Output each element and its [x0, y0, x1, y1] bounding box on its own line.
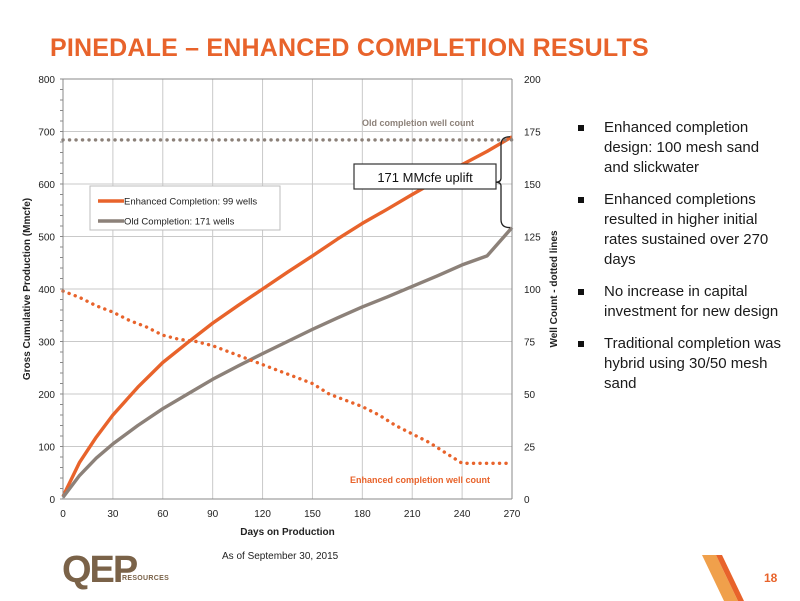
x-tick-label: 240 — [454, 509, 471, 520]
bullet-text: No increase in capital investment for ne… — [604, 283, 779, 320]
y2-axis-label: Well Count - dotted lines — [549, 230, 560, 347]
y-tick-label: 700 — [38, 128, 55, 139]
enhanced-count-label: Enhanced completion well count — [350, 475, 490, 485]
y2-tick-label: 0 — [524, 495, 530, 506]
y-tick-label: 400 — [38, 285, 55, 296]
chart-legend: Enhanced Completion: 99 wells Old Complet… — [89, 185, 281, 231]
bullet-square-icon — [578, 197, 584, 203]
y-tick-label: 0 — [49, 495, 55, 506]
bullet-item: Enhanced completions resulted in higher … — [578, 190, 788, 270]
uplift-bracket — [495, 136, 511, 229]
y-tick-label: 100 — [38, 443, 55, 454]
bullet-item: Traditional completion was hybrid using … — [578, 334, 788, 394]
y-tick-label: 800 — [38, 75, 55, 86]
y2-tick-label: 50 — [524, 390, 536, 401]
x-axis-label: Days on Production — [240, 527, 334, 538]
legend-entry: Enhanced Completion: 99 wells — [124, 197, 257, 208]
y2-tick-label: 75 — [524, 338, 536, 349]
bullet-square-icon — [578, 125, 584, 131]
logo-wordmark: QEP — [62, 549, 138, 591]
x-tick-label: 90 — [207, 509, 219, 520]
x-tick-label: 120 — [254, 509, 271, 520]
slide-title: PINEDALE – ENHANCED COMPLETION RESULTS — [50, 34, 649, 62]
old-count-label: Old completion well count — [362, 118, 474, 128]
bullet-text: Enhanced completions resulted in higher … — [604, 191, 769, 268]
x-tick-label: 180 — [354, 509, 371, 520]
y-tick-label: 600 — [38, 180, 55, 191]
x-tick-label: 270 — [504, 509, 521, 520]
legend-entry: Old Completion: 171 wells — [124, 217, 235, 228]
corner-chevron-icon — [702, 555, 744, 601]
bullet-list: Enhanced completion design: 100 mesh san… — [578, 118, 788, 406]
as-of-date: As of September 30, 2015 — [222, 551, 339, 562]
bullet-item: No increase in capital investment for ne… — [578, 282, 788, 322]
bullet-item: Enhanced completion design: 100 mesh san… — [578, 118, 788, 178]
bullet-square-icon — [578, 341, 584, 347]
x-tick-label: 0 — [60, 509, 66, 520]
y-tick-label: 200 — [38, 390, 55, 401]
uplift-callout-box — [353, 163, 497, 190]
bullet-text: Traditional completion was hybrid using … — [604, 335, 782, 392]
annotations: Enhanced Completion: 99 wells Old Complet… — [89, 118, 511, 485]
old-production-line — [61, 226, 514, 499]
grid — [62, 78, 513, 500]
bullet-text: Enhanced completion design: 100 mesh san… — [604, 119, 760, 176]
y2-tick-label: 150 — [524, 180, 541, 191]
y2-tick-label: 25 — [524, 443, 536, 454]
logo-subtext: RESOURCES — [122, 575, 170, 582]
x-tick-label: 210 — [404, 509, 421, 520]
y-tick-label: 500 — [38, 233, 55, 244]
y2-tick-label: 100 — [524, 285, 541, 296]
bullet-square-icon — [578, 289, 584, 295]
y2-tick-label: 125 — [524, 233, 541, 244]
x-tick-label: 60 — [157, 509, 169, 520]
y2-tick-label: 200 — [524, 75, 541, 86]
y-axis-label: Gross Cumulative Production (Mmcfe) — [22, 198, 33, 380]
y2-tick-label: 175 — [524, 128, 541, 139]
uplift-callout-text: 171 MMcfe uplift — [377, 170, 473, 185]
axes: 0 30 60 90 120 150 180 210 240 270010020030040050… — [22, 75, 560, 538]
enhanced-well-count-line — [61, 289, 514, 465]
company-logo: QEP RESOURCES — [62, 548, 182, 596]
y-tick-label: 300 — [38, 338, 55, 349]
x-tick-label: 30 — [107, 509, 119, 520]
page-number: 18 — [764, 571, 778, 585]
x-tick-label: 150 — [304, 509, 321, 520]
